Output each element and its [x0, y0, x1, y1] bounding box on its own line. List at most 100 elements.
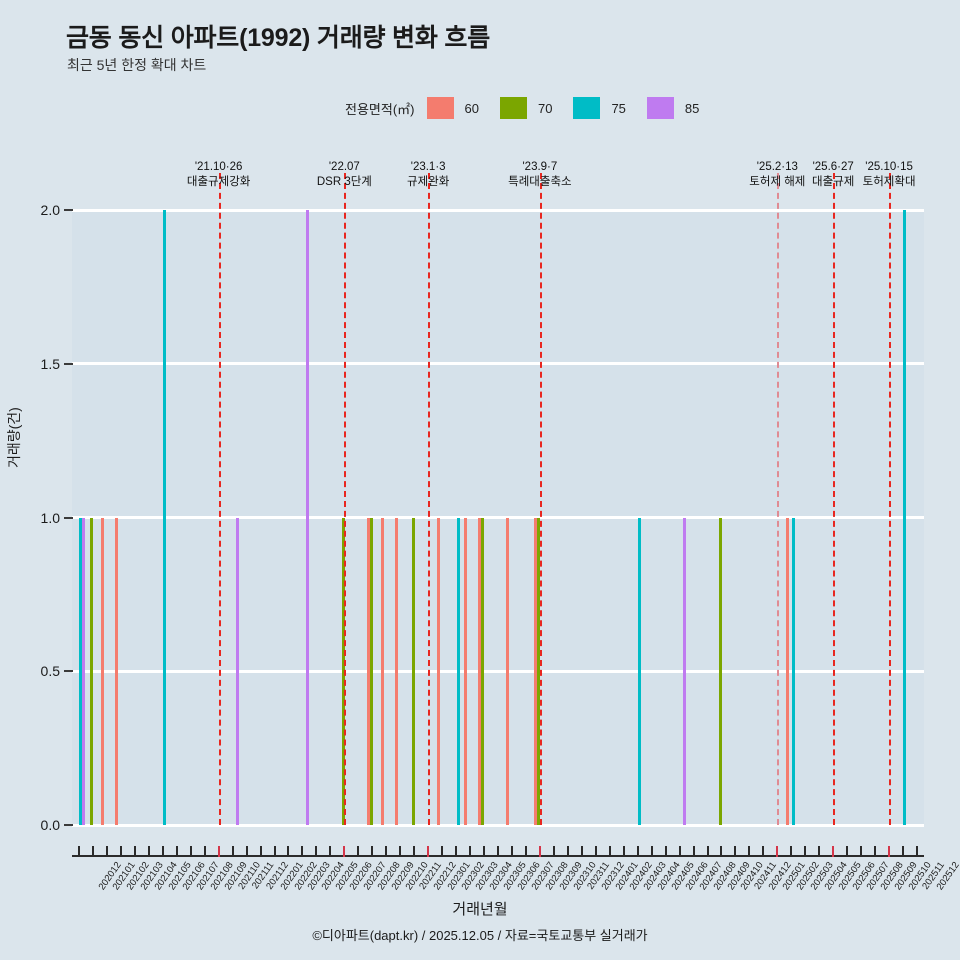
- x-tick-mark-202505: [818, 846, 821, 857]
- bar-202503-75[interactable]: [791, 517, 795, 825]
- y-tick-mark: [64, 670, 73, 673]
- x-tick-mark-202202: [273, 846, 276, 857]
- bar-202209-60[interactable]: [366, 517, 370, 825]
- event-line-202510: [889, 173, 892, 825]
- x-tick-mark-202407: [678, 846, 681, 857]
- event-text: 규제완화: [406, 176, 450, 188]
- x-tick-mark-202211: [399, 846, 402, 857]
- x-tick-mark-202511: [902, 846, 905, 857]
- event-annotation-202309: '23.9·7 특례대출축소: [480, 160, 600, 190]
- x-tick-mark-202201: [259, 846, 262, 857]
- legend-item-75[interactable]: 75: [573, 97, 640, 119]
- bar-202211-60[interactable]: [394, 517, 398, 825]
- x-tick-mark-202510: [888, 846, 891, 857]
- x-tick-mark-202107: [175, 846, 178, 857]
- gridline-0.5: [72, 669, 924, 673]
- legend-item-85[interactable]: 85: [646, 97, 714, 119]
- x-tick-mark-202410: [720, 846, 723, 857]
- event-date: '22.07: [328, 161, 360, 173]
- gridline-2: [72, 208, 924, 212]
- page-title: 금동 동신 아파트(1992) 거래량 변화 흐름: [66, 24, 490, 52]
- bar-202012-85[interactable]: [82, 517, 86, 825]
- bar-202304-60[interactable]: [464, 517, 468, 825]
- event-text: 대출규제: [812, 176, 855, 188]
- bar-202101-70[interactable]: [90, 517, 94, 825]
- x-tick-mark-202506: [832, 846, 835, 857]
- event-date: '23.1·3: [410, 161, 446, 173]
- gridline-1: [72, 516, 924, 519]
- bar-202410-70[interactable]: [718, 517, 722, 825]
- y-tick-mark: [64, 516, 73, 519]
- bar-202210-60[interactable]: [380, 517, 384, 825]
- bar-202106-75[interactable]: [163, 210, 167, 825]
- bar-202309-70[interactable]: [537, 517, 541, 825]
- legend-swatch-70: [499, 97, 527, 119]
- bar-202204-85[interactable]: [305, 210, 309, 825]
- bar-202102-60[interactable]: [101, 517, 105, 825]
- x-tick-mark-202012: [77, 846, 80, 857]
- x-tick-mark-202408: [692, 846, 695, 857]
- x-tick-mark-202207: [343, 846, 346, 857]
- x-tick-mark-202209: [371, 846, 374, 857]
- x-tick-mark-202205: [315, 846, 318, 857]
- x-tick-mark-202309: [538, 846, 541, 857]
- x-axis-label: 거래년월: [452, 901, 508, 918]
- x-tick-mark-202204: [301, 846, 304, 857]
- x-tick-mark-202502: [776, 846, 779, 857]
- bar-202305-60[interactable]: [478, 517, 482, 825]
- x-tick-mark-202403: [622, 846, 625, 857]
- event-text: DSR 3단계: [316, 176, 372, 188]
- bar-202207-70[interactable]: [341, 517, 345, 825]
- bar-202111-85[interactable]: [236, 517, 240, 825]
- bar-202503-60[interactable]: [785, 517, 789, 825]
- x-tick-mark-202109: [203, 846, 206, 857]
- event-line-202506: [833, 173, 836, 825]
- x-tick-mark-202203: [287, 846, 290, 857]
- event-annotation-202506: '25.6·27 대출규제: [773, 160, 893, 190]
- x-tick-mark-202304: [469, 846, 472, 857]
- x-tick-mark-202112: [245, 846, 248, 857]
- legend-item-70[interactable]: 70: [499, 97, 567, 119]
- x-tick-mark-202509: [874, 846, 877, 857]
- x-tick-mark-202110: [217, 846, 220, 857]
- x-tick-mark-202105: [147, 846, 150, 857]
- y-tick-mark: [64, 209, 73, 211]
- y-axis-label: 거래량(건): [6, 407, 22, 468]
- event-date: '23.9·7: [522, 161, 558, 173]
- legend-item-60[interactable]: 60: [426, 97, 494, 119]
- y-tick-mark: [64, 362, 73, 365]
- bar-202012-75[interactable]: [79, 517, 83, 825]
- event-date: '25.6·27: [812, 161, 854, 173]
- x-tick-mark-202108: [189, 846, 192, 857]
- bar-202212-70[interactable]: [411, 517, 415, 825]
- event-line-202309: [539, 173, 542, 825]
- y-tick-label: 0.0: [40, 817, 60, 833]
- x-tick-mark-202311: [566, 846, 569, 857]
- bar-202305-70[interactable]: [481, 517, 485, 825]
- x-tick-mark-202212: [413, 846, 416, 857]
- bar-202103-60[interactable]: [115, 517, 119, 825]
- x-tick-mark-202307: [510, 846, 513, 857]
- bar-202309-60[interactable]: [534, 517, 538, 825]
- gridline-1.5: [72, 362, 924, 366]
- legend-swatch-85: [646, 97, 674, 119]
- bar-202511-75[interactable]: [903, 210, 907, 825]
- bar-202303-75[interactable]: [456, 517, 460, 825]
- x-tick-mark-202504: [804, 846, 807, 857]
- bar-202404-75[interactable]: [638, 517, 642, 825]
- y-tick-label: 1.0: [40, 509, 60, 526]
- x-tick-mark-202305: [483, 846, 486, 857]
- x-tick-mark-202512: [916, 846, 919, 857]
- y-tick-mark: [64, 824, 73, 826]
- event-line-202207: [344, 173, 347, 825]
- x-tick-mark-202312: [580, 846, 583, 857]
- bar-202302-60[interactable]: [436, 517, 440, 825]
- event-text: 대출규제강화: [186, 176, 251, 188]
- bar-202307-60[interactable]: [506, 517, 510, 825]
- gridline-0: [72, 823, 924, 827]
- bar-202407-85[interactable]: [682, 517, 686, 825]
- x-tick-mark-202402: [608, 846, 611, 857]
- x-tick-mark-202409: [706, 846, 709, 857]
- x-tick-mark-202302: [441, 846, 444, 857]
- bar-202209-70[interactable]: [369, 517, 373, 825]
